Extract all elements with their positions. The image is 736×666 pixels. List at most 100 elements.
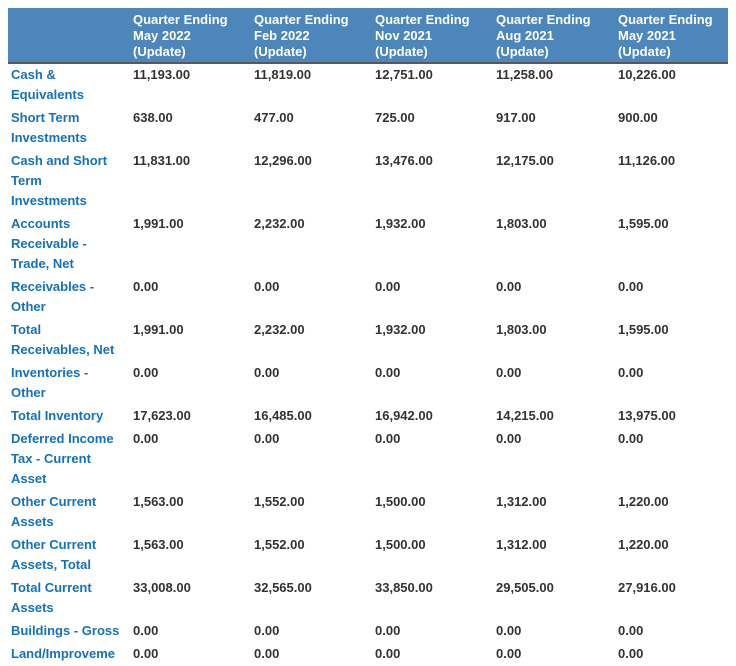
table-row: Cash and Short Term Investments 11,831.00… [8, 150, 728, 213]
value-cell: 0.00 [133, 646, 159, 661]
value-cell: 917.00 [496, 110, 536, 125]
value-cell: 16,485.00 [254, 408, 312, 423]
table-row: Buildings - Gross 0.00 0.00 0.00 0.00 0.00 [8, 620, 728, 643]
value-cell: 0.00 [133, 431, 159, 446]
row-label: Buildings - Gross [11, 623, 120, 638]
value-cell: 1,563.00 [133, 537, 184, 552]
value-cell: 1,803.00 [496, 216, 547, 231]
column-header: Quarter Ending May 2022 (Update) [133, 8, 254, 64]
value-cell: 0.00 [133, 365, 159, 380]
column-header: Quarter Ending Aug 2021 (Update) [496, 8, 618, 64]
value-cell: 1,552.00 [254, 537, 305, 552]
value-cell: 33,008.00 [133, 580, 191, 595]
row-label: Deferred Income Tax - Current Asset [11, 431, 114, 486]
row-label: Receivables - Other [11, 279, 95, 314]
value-cell: 477.00 [254, 110, 294, 125]
value-cell: 11,126.00 [618, 153, 676, 168]
value-cell: 11,831.00 [133, 153, 191, 168]
value-cell: 0.00 [133, 279, 159, 294]
column-header: Quarter Ending Feb 2022 (Update) [254, 8, 375, 64]
value-cell: 0.00 [496, 365, 522, 380]
value-cell: 12,751.00 [375, 67, 433, 82]
table-row: Other Current Assets, Total 1,563.00 1,552… [8, 534, 728, 577]
value-cell: 1,552.00 [254, 494, 305, 509]
header-row: Quarter Ending May 2022 (Update) Quarter … [8, 8, 728, 64]
value-cell: 1,932.00 [375, 322, 426, 337]
value-cell: 1,595.00 [618, 322, 669, 337]
table-row: Accounts Receivable - Trade, Net 1,991.00… [8, 213, 728, 276]
value-cell: 2,232.00 [254, 216, 305, 231]
value-cell: 16,942.00 [375, 408, 433, 423]
value-cell: 1,932.00 [375, 216, 426, 231]
value-cell: 0.00 [496, 279, 522, 294]
table-row: Inventories - Other 0.00 0.00 0.00 0.00 0.00 [8, 362, 728, 405]
table-row: Total Receivables, Net 1,991.00 2,232.00 1,… [8, 319, 728, 362]
row-label: Total Inventory [11, 408, 104, 423]
value-cell: 638.00 [133, 110, 173, 125]
value-cell: 11,258.00 [496, 67, 554, 82]
table-row: Receivables - Other 0.00 0.00 0.00 0.00 0.00 [8, 276, 728, 319]
value-cell: 1,991.00 [133, 322, 184, 337]
value-cell: 1,220.00 [618, 494, 669, 509]
value-cell: 13,476.00 [375, 153, 433, 168]
table-row: Land/Improveme 0.00 0.00 0.00 0.00 0.00 [8, 643, 728, 666]
value-cell: 1,595.00 [618, 216, 669, 231]
table-body: Cash & Equivalents 11,193.00 11,819.00 12,7… [8, 63, 728, 666]
value-cell: 0.00 [254, 431, 280, 446]
value-cell: 0.00 [618, 431, 644, 446]
value-cell: 2,232.00 [254, 322, 305, 337]
value-cell: 1,563.00 [133, 494, 184, 509]
column-header: Quarter Ending Nov 2021 (Update) [375, 8, 496, 64]
row-label: Cash & Equivalents [11, 67, 84, 102]
value-cell: 10,226.00 [618, 67, 676, 82]
value-cell: 0.00 [375, 623, 401, 638]
value-cell: 0.00 [254, 623, 280, 638]
value-cell: 1,220.00 [618, 537, 669, 552]
value-cell: 0.00 [133, 623, 159, 638]
row-label: Total Current Assets [11, 580, 92, 615]
value-cell: 12,296.00 [254, 153, 312, 168]
value-cell: 14,215.00 [496, 408, 554, 423]
value-cell: 900.00 [618, 110, 658, 125]
value-cell: 0.00 [618, 646, 644, 661]
row-label: Cash and Short Term Investments [11, 153, 108, 208]
value-cell: 725.00 [375, 110, 415, 125]
value-cell: 32,565.00 [254, 580, 312, 595]
financial-table: Quarter Ending May 2022 (Update) Quarter … [8, 8, 728, 666]
value-cell: 0.00 [618, 623, 644, 638]
value-cell: 0.00 [375, 365, 401, 380]
value-cell: 0.00 [375, 279, 401, 294]
table-row: Total Inventory 17,623.00 16,485.00 16,942.… [8, 405, 728, 428]
table-row: Other Current Assets 1,563.00 1,552.00 1,50… [8, 491, 728, 534]
value-cell: 1,500.00 [375, 494, 426, 509]
value-cell: 0.00 [254, 646, 280, 661]
value-cell: 33,850.00 [375, 580, 433, 595]
row-label: Land/Improveme [11, 646, 116, 661]
value-cell: 1,500.00 [375, 537, 426, 552]
value-cell: 1,803.00 [496, 322, 547, 337]
value-cell: 0.00 [375, 431, 401, 446]
value-cell: 27,916.00 [618, 580, 676, 595]
value-cell: 0.00 [496, 623, 522, 638]
column-header: Quarter Ending May 2021 (Update) [618, 8, 728, 64]
corner-cell [8, 8, 133, 64]
value-cell: 0.00 [254, 365, 280, 380]
row-label: Other Current Assets [11, 494, 97, 529]
row-label: Other Current Assets, Total [11, 537, 97, 572]
table-row: Short Term Investments 638.00 477.00 725.00… [8, 107, 728, 150]
value-cell: 0.00 [496, 431, 522, 446]
value-cell: 0.00 [618, 365, 644, 380]
value-cell: 1,312.00 [496, 494, 547, 509]
table-row: Total Current Assets 33,008.00 32,565.00 33… [8, 577, 728, 620]
value-cell: 0.00 [618, 279, 644, 294]
value-cell: 11,819.00 [254, 67, 312, 82]
value-cell: 0.00 [496, 646, 522, 661]
table-row: Deferred Income Tax - Current Asset 0.00 0… [8, 428, 728, 491]
value-cell: 11,193.00 [133, 67, 191, 82]
value-cell: 29,505.00 [496, 580, 554, 595]
table-row: Cash & Equivalents 11,193.00 11,819.00 12,7… [8, 63, 728, 107]
value-cell: 13,975.00 [618, 408, 676, 423]
value-cell: 0.00 [375, 646, 401, 661]
row-label: Accounts Receivable - Trade, Net [11, 216, 87, 271]
value-cell: 12,175.00 [496, 153, 554, 168]
